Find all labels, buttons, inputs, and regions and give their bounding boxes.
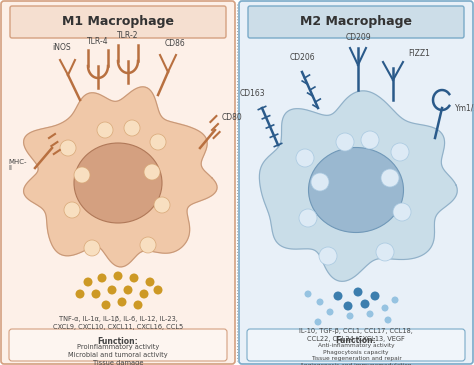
- Ellipse shape: [309, 147, 403, 233]
- Circle shape: [146, 277, 155, 287]
- Polygon shape: [259, 91, 457, 281]
- Circle shape: [108, 285, 117, 295]
- FancyBboxPatch shape: [10, 6, 226, 38]
- Circle shape: [129, 273, 138, 283]
- FancyBboxPatch shape: [9, 329, 227, 361]
- Circle shape: [382, 304, 389, 311]
- Circle shape: [113, 272, 122, 280]
- Circle shape: [97, 122, 113, 138]
- Circle shape: [361, 131, 379, 149]
- Text: TNF-α, IL-1α, IL-1β, IL-6, IL-12, IL-23,
CXCL9, CXCL10, CXCL11, CXCL16, CCL5: TNF-α, IL-1α, IL-1β, IL-6, IL-12, IL-23,…: [53, 316, 183, 330]
- Circle shape: [381, 169, 399, 187]
- Circle shape: [150, 134, 166, 150]
- Circle shape: [327, 308, 334, 315]
- Text: FIZZ1: FIZZ1: [408, 49, 430, 58]
- Circle shape: [393, 203, 411, 221]
- Circle shape: [60, 140, 76, 156]
- Circle shape: [75, 289, 84, 299]
- FancyBboxPatch shape: [1, 1, 235, 364]
- Circle shape: [124, 120, 140, 136]
- Text: M1 Macrophage: M1 Macrophage: [62, 15, 174, 28]
- Text: Ym1/2: Ym1/2: [455, 104, 474, 112]
- Text: TLR-2: TLR-2: [117, 31, 139, 40]
- Circle shape: [392, 296, 399, 304]
- Circle shape: [139, 289, 148, 299]
- Circle shape: [334, 292, 343, 300]
- Circle shape: [391, 143, 409, 161]
- FancyBboxPatch shape: [239, 1, 473, 364]
- Text: CD209: CD209: [345, 33, 371, 42]
- Text: iNOS: iNOS: [53, 43, 71, 52]
- Circle shape: [124, 285, 133, 295]
- Text: TLR-4: TLR-4: [87, 37, 109, 46]
- Text: MHC-
II: MHC- II: [8, 158, 27, 172]
- Circle shape: [361, 300, 370, 308]
- Circle shape: [319, 247, 337, 265]
- Circle shape: [315, 319, 321, 326]
- Text: CD163: CD163: [239, 89, 265, 98]
- Circle shape: [371, 292, 380, 300]
- Circle shape: [346, 312, 354, 319]
- Circle shape: [98, 273, 107, 283]
- Text: Function:: Function:: [98, 337, 138, 346]
- Circle shape: [74, 167, 90, 183]
- Circle shape: [101, 300, 110, 310]
- Circle shape: [154, 197, 170, 213]
- Circle shape: [84, 240, 100, 256]
- Text: CD206: CD206: [289, 53, 315, 62]
- Circle shape: [384, 316, 392, 323]
- Circle shape: [354, 288, 363, 296]
- Ellipse shape: [74, 143, 162, 223]
- Text: CD86: CD86: [164, 39, 185, 48]
- Text: Function:: Function:: [336, 336, 376, 345]
- Polygon shape: [24, 87, 217, 267]
- Circle shape: [336, 133, 354, 151]
- Text: Anti-inflammatory activity
Phagocytosis capacity
Tissue regeneration and repair
: Anti-inflammatory activity Phagocytosis …: [300, 343, 412, 365]
- Circle shape: [144, 164, 160, 180]
- Circle shape: [91, 289, 100, 299]
- Circle shape: [296, 149, 314, 167]
- Circle shape: [317, 299, 323, 306]
- Circle shape: [118, 297, 127, 307]
- Text: Proinflammatory activity
Microbial and tumoral activity
Tissue damage: Proinflammatory activity Microbial and t…: [68, 344, 168, 365]
- Circle shape: [83, 277, 92, 287]
- Circle shape: [344, 301, 353, 311]
- Circle shape: [64, 202, 80, 218]
- Text: M2 Macrophage: M2 Macrophage: [300, 15, 412, 28]
- FancyBboxPatch shape: [247, 329, 465, 361]
- Circle shape: [304, 291, 311, 297]
- Circle shape: [140, 237, 156, 253]
- Circle shape: [366, 311, 374, 318]
- Text: CD80: CD80: [222, 114, 243, 123]
- Text: IL-10, TGF-β, CCL1, CCL17, CCL18,
CCL22, CCL24, CXCL13, VEGF: IL-10, TGF-β, CCL1, CCL17, CCL18, CCL22,…: [299, 328, 413, 342]
- Circle shape: [299, 209, 317, 227]
- Circle shape: [311, 173, 329, 191]
- Circle shape: [134, 300, 143, 310]
- Circle shape: [376, 243, 394, 261]
- Circle shape: [154, 285, 163, 295]
- FancyBboxPatch shape: [248, 6, 464, 38]
